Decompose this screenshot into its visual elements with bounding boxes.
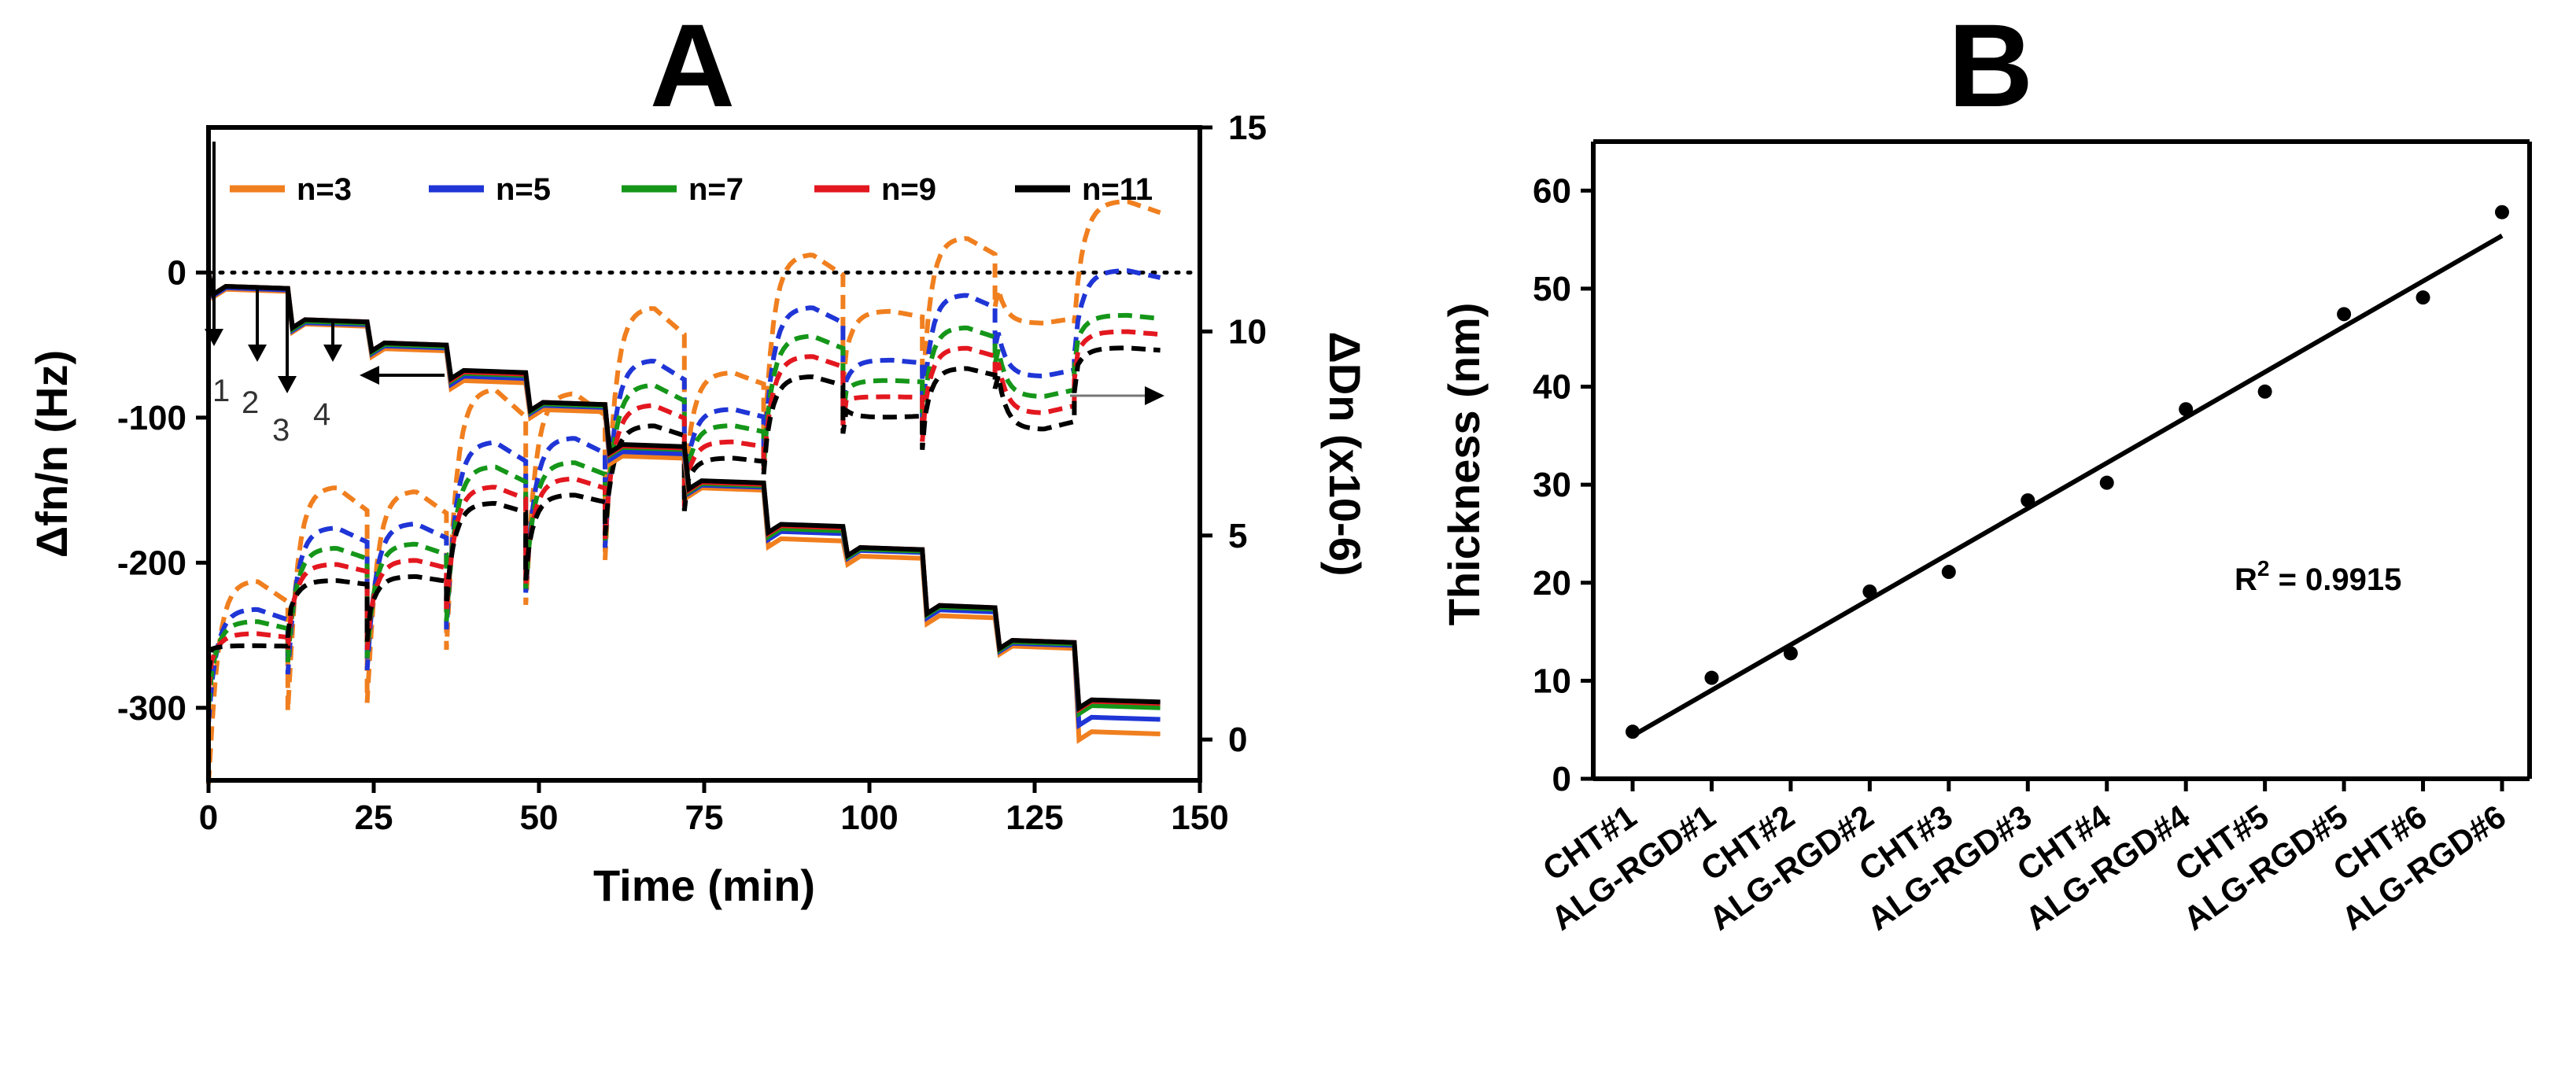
data-point-CHT#4 xyxy=(2099,475,2114,490)
x-tick-label-100: 100 xyxy=(840,798,898,837)
panel-a-legend: n=3 n=5 n=7 n=9 n=11 xyxy=(230,172,1153,207)
data-point-ALG-RGD#4 xyxy=(2179,402,2194,417)
legend-label-n=3: n=3 xyxy=(297,172,352,207)
panel-a-title: A xyxy=(650,0,735,131)
panel-b-title: B xyxy=(1948,0,2033,131)
y-right-tick-label-15: 15 xyxy=(1228,109,1267,147)
data-point-ALG-RGD#2 xyxy=(1862,584,1877,599)
right-axis-arrow-head xyxy=(1145,386,1164,405)
step-arrow-head-2 xyxy=(248,345,267,362)
b-y-tick-label-60: 60 xyxy=(1533,171,1571,210)
x-tick-label-50: 50 xyxy=(520,798,559,837)
dissipation-line-n=11 xyxy=(206,345,1161,675)
data-point-CHT#5 xyxy=(2257,384,2272,399)
y-right-tick-label-5: 5 xyxy=(1228,517,1247,555)
y-left-tick-label--200: -200 xyxy=(117,544,186,582)
panel-b-ylabel: Thickness (nm) xyxy=(1439,303,1489,626)
data-point-CHT#3 xyxy=(1941,565,1956,580)
panel-a-frame xyxy=(206,125,1202,783)
r-squared-annotation: R2 = 0.9915 xyxy=(2235,556,2401,597)
x-tick-label-150: 150 xyxy=(1171,798,1228,837)
x-tick-label-75: 75 xyxy=(685,798,724,837)
step-label-2: 2 xyxy=(242,385,259,420)
legend-label-n=5: n=5 xyxy=(496,172,551,207)
data-point-CHT#2 xyxy=(1783,646,1798,661)
step-label-3: 3 xyxy=(272,413,290,448)
data-point-CHT#6 xyxy=(2415,290,2430,305)
data-point-ALG-RGD#3 xyxy=(2021,493,2035,508)
x-tick-label-125: 125 xyxy=(1006,798,1063,837)
panel-a-ylabel-left: Δfn/n (Hz) xyxy=(27,350,76,558)
y-left-tick-label--100: -100 xyxy=(117,399,186,437)
data-point-CHT#1 xyxy=(1626,725,1640,739)
step-label-4: 4 xyxy=(313,397,330,432)
data-point-ALG-RGD#6 xyxy=(2495,205,2509,219)
data-point-ALG-RGD#5 xyxy=(2337,307,2352,322)
y-right-tick-label-0: 0 xyxy=(1228,721,1247,759)
panel-a-plot xyxy=(205,142,1202,785)
dissipation-line-n=3 xyxy=(206,199,1161,785)
fit-line xyxy=(1631,234,2504,738)
y-left-tick-label-0: 0 xyxy=(168,253,186,292)
b-y-tick-label-50: 50 xyxy=(1533,270,1571,308)
b-y-tick-label-0: 0 xyxy=(1552,760,1571,798)
b-y-tick-label-30: 30 xyxy=(1533,466,1571,504)
data-point-ALG-RGD#1 xyxy=(1704,670,1719,685)
legend-label-n=7: n=7 xyxy=(688,172,744,207)
b-y-tick-label-10: 10 xyxy=(1533,662,1571,700)
x-tick-label-25: 25 xyxy=(355,798,393,837)
frequency-line-n=11 xyxy=(206,271,1161,713)
x-tick-label-0: 0 xyxy=(199,798,218,837)
legend-label-n=9: n=9 xyxy=(881,172,936,207)
y-right-tick-label-10: 10 xyxy=(1228,312,1267,351)
panel-b-plot: 0102030405060CHT#1ALG-RGD#1CHT#2ALG-RGD#… xyxy=(1533,139,2532,938)
b-y-tick-label-20: 20 xyxy=(1533,564,1571,603)
panel-a-axes: 0 25 50 75 100 125 150 0 -100 -200 -300 0 5 10 15 xyxy=(117,109,1267,837)
step-label-1: 1 xyxy=(212,374,230,408)
left-axis-arrow-head xyxy=(360,366,379,385)
panel-a-ylabel-right: ΔDn (x10-6) xyxy=(1320,332,1370,577)
step-arrow-head-3 xyxy=(278,376,297,393)
b-y-tick-label-40: 40 xyxy=(1533,368,1571,407)
panel-a-xlabel: Time (min) xyxy=(593,861,815,910)
y-left-tick-label--300: -300 xyxy=(117,689,186,728)
legend-label-n=11: n=11 xyxy=(1082,172,1153,207)
step-arrow-head-4 xyxy=(323,345,342,362)
